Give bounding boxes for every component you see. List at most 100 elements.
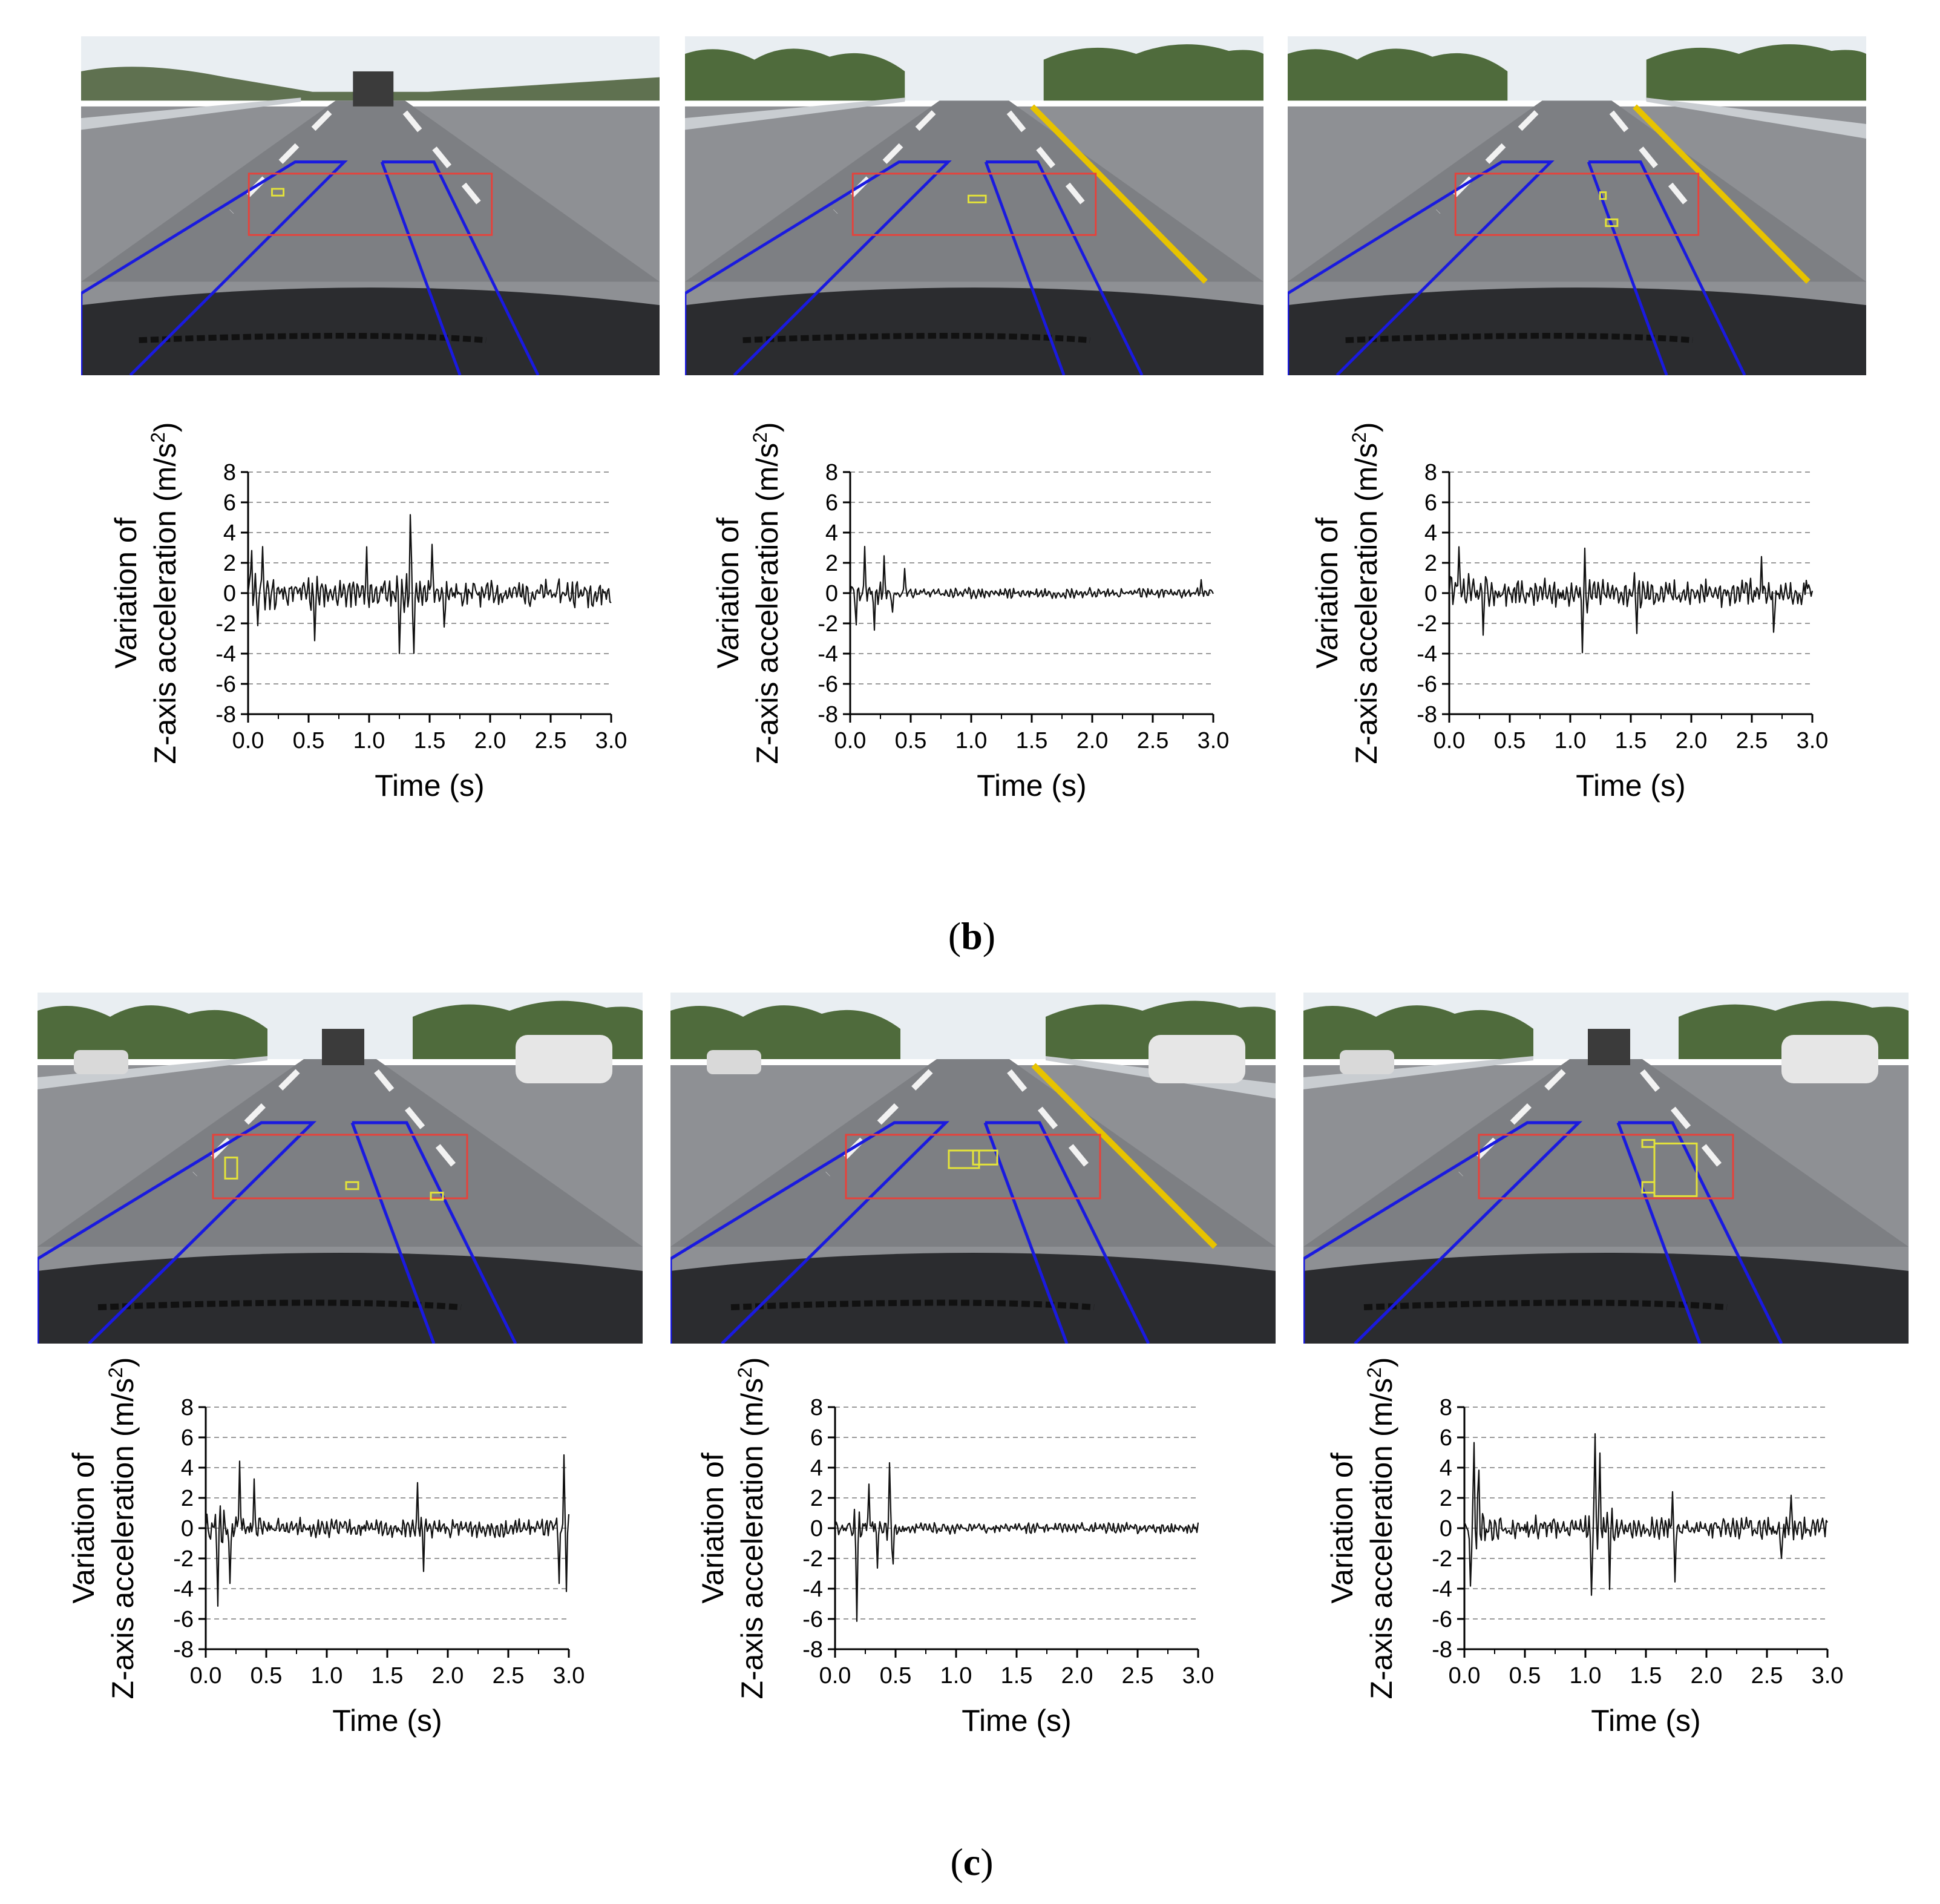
x-tick-label: 0.0: [232, 728, 264, 753]
y-tick-label: 6: [825, 490, 838, 516]
y-tick-label: -6: [215, 672, 236, 697]
x-tick-label: 1.5: [372, 1663, 404, 1689]
x-tick-label: 0.0: [834, 728, 867, 753]
y-tick-label: 8: [1440, 1395, 1452, 1420]
x-tick-label: 3.0: [1812, 1663, 1844, 1689]
x-tick-label: 0.0: [1449, 1663, 1481, 1689]
y-tick-label: 0: [1440, 1516, 1452, 1541]
x-tick-label: 1.5: [1016, 728, 1048, 753]
y-tick-label: 0: [223, 581, 236, 606]
y-tick-label: 8: [223, 460, 236, 485]
x-axis-label: Time (s): [332, 1704, 442, 1738]
x-tick-label: 2.5: [1122, 1663, 1154, 1689]
y-tick-label: 4: [1424, 520, 1437, 546]
y-tick-label: 6: [810, 1425, 823, 1451]
acceleration-chart-c2: 8 6 4 2 0 -2 -4 -6 -8 0.0 0.5 1.0 1.5 2.0 2.5 3.0 Time (…: [678, 1357, 1222, 1794]
y-tick-label: 8: [181, 1395, 194, 1420]
pothole-detection-box: [972, 1149, 998, 1166]
y-tick-label: 8: [810, 1395, 823, 1420]
x-tick-label: 0.0: [819, 1663, 851, 1689]
x-tick-label: 0.5: [895, 728, 927, 753]
y-tick-label: -2: [215, 611, 236, 637]
y-axis-label-line2: Z-axis acceleration (m/s2): [1363, 1357, 1398, 1699]
x-tick-label: 1.0: [311, 1663, 343, 1689]
x-tick-label: 2.5: [1137, 728, 1169, 753]
x-tick-label: 1.0: [955, 728, 988, 753]
y-axis-label-line1: Variation of: [1310, 517, 1344, 668]
y-tick-label: -4: [1417, 642, 1437, 667]
x-tick-label: 2.0: [1077, 728, 1109, 753]
y-axis-label-line1: Variation of: [711, 517, 745, 668]
pothole-detection-box: [1641, 1181, 1656, 1194]
y-tick-label: 6: [1424, 490, 1437, 516]
y-tick-label: -8: [215, 702, 236, 727]
road-photo-c2: [670, 993, 1276, 1344]
y-tick-label: 0: [810, 1516, 823, 1541]
x-tick-label: 1.0: [940, 1663, 972, 1689]
x-tick-label: 2.0: [1691, 1663, 1723, 1689]
x-tick-label: 1.0: [1570, 1663, 1602, 1689]
acceleration-series-line: [849, 545, 1214, 631]
x-tick-label: 0.5: [1494, 728, 1526, 753]
y-tick-label: 2: [825, 551, 838, 576]
y-tick-label: -4: [173, 1577, 194, 1602]
y-axis-label-line2: Z-axis acceleration (m/s2): [734, 1357, 769, 1699]
x-tick-label: 3.0: [1182, 1663, 1214, 1689]
x-tick-label: 2.0: [1061, 1663, 1093, 1689]
road-photo-b2: [685, 36, 1263, 375]
y-tick-label: -4: [818, 642, 838, 667]
y-tick-label: -2: [1432, 1546, 1452, 1572]
pothole-detection-box: [1605, 218, 1619, 228]
x-axis-label: Time (s): [375, 769, 484, 803]
x-tick-label: 0.0: [190, 1663, 222, 1689]
x-tick-label: 2.0: [1676, 728, 1708, 753]
x-tick-label: 1.5: [1615, 728, 1647, 753]
y-tick-label: -6: [802, 1607, 823, 1632]
y-axis-label-line2: Z-axis acceleration (m/s2): [1348, 422, 1383, 764]
acceleration-series-line: [834, 1462, 1199, 1622]
x-tick-label: 2.5: [1736, 728, 1768, 753]
y-tick-label: 4: [810, 1456, 823, 1481]
y-tick-label: -4: [802, 1577, 823, 1602]
acceleration-series-line: [205, 1454, 570, 1607]
y-axis-label-line1: Variation of: [67, 1453, 100, 1603]
x-tick-label: 1.5: [414, 728, 446, 753]
x-tick-label: 1.0: [1555, 728, 1587, 753]
y-axis-label-line1: Variation of: [696, 1453, 730, 1603]
acceleration-series-line: [1463, 1433, 1828, 1596]
y-tick-label: 4: [181, 1456, 194, 1481]
acceleration-series-line: [1448, 546, 1814, 654]
road-photo-c3: [1303, 993, 1909, 1344]
y-tick-label: 4: [1440, 1456, 1452, 1481]
x-tick-label: 1.0: [353, 728, 385, 753]
y-tick-label: 4: [825, 520, 838, 546]
y-tick-label: 2: [223, 551, 236, 576]
y-axis-label-line2: Z-axis acceleration (m/s2): [749, 422, 784, 764]
road-photo-c1: [38, 993, 643, 1344]
pothole-detection-box: [345, 1181, 359, 1190]
pothole-detection-box: [968, 194, 987, 203]
trees: [670, 1000, 1276, 1059]
y-axis-label-line1: Variation of: [109, 517, 143, 668]
x-tick-label: 3.0: [553, 1663, 585, 1689]
y-axis-label-line1: Variation of: [1325, 1453, 1359, 1603]
y-tick-label: 4: [223, 520, 236, 546]
x-tick-label: 0.5: [1509, 1663, 1541, 1689]
y-tick-label: -2: [818, 611, 838, 637]
x-tick-label: 2.5: [535, 728, 567, 753]
pothole-detection-box: [948, 1149, 980, 1169]
y-tick-label: -2: [802, 1546, 823, 1572]
panel-label-b: (b): [948, 914, 996, 957]
x-tick-label: 2.5: [493, 1663, 525, 1689]
x-axis-label: Time (s): [1591, 1704, 1700, 1738]
y-tick-label: -6: [1417, 672, 1437, 697]
y-tick-label: 2: [810, 1486, 823, 1511]
acceleration-chart-c3: 8 6 4 2 0 -2 -4 -6 -8 0.0 0.5 1.0 1.5 2.0 2.5 3.0 Time (…: [1307, 1357, 1852, 1794]
y-tick-label: -8: [818, 702, 838, 727]
y-tick-label: 8: [1424, 460, 1437, 485]
y-tick-label: 2: [1440, 1486, 1452, 1511]
x-tick-label: 3.0: [595, 728, 628, 753]
y-tick-label: -6: [1432, 1607, 1452, 1632]
y-tick-label: -4: [215, 642, 236, 667]
y-axis-label-line2: Z-axis acceleration (m/s2): [105, 1357, 140, 1699]
